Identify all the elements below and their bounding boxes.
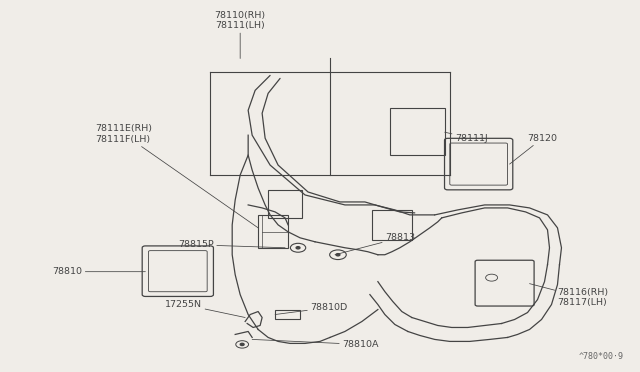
Text: 78116(RH)
78117(LH): 78116(RH) 78117(LH) [529,283,609,307]
Text: 78111E(RH)
78111F(LH): 78111E(RH) 78111F(LH) [95,124,258,228]
Text: 17255N: 17255N [165,300,245,318]
Bar [390,108,445,155]
Bar [268,190,302,218]
Bar [258,215,288,248]
Text: 78813: 78813 [335,233,415,255]
Circle shape [240,343,244,346]
Text: 78815P: 78815P [179,240,285,249]
Text: 78810A: 78810A [252,339,378,349]
Circle shape [336,254,340,256]
Text: 78810: 78810 [52,267,145,276]
Text: 78810D: 78810D [275,303,348,314]
Text: 78110(RH)
78111(LH): 78110(RH) 78111(LH) [214,11,266,58]
Text: ^780*00·9: ^780*00·9 [579,352,623,361]
Circle shape [296,247,300,249]
Bar [372,210,412,240]
Text: 78120: 78120 [509,134,557,164]
Bar [275,310,300,320]
Text: 78111J: 78111J [445,132,488,143]
